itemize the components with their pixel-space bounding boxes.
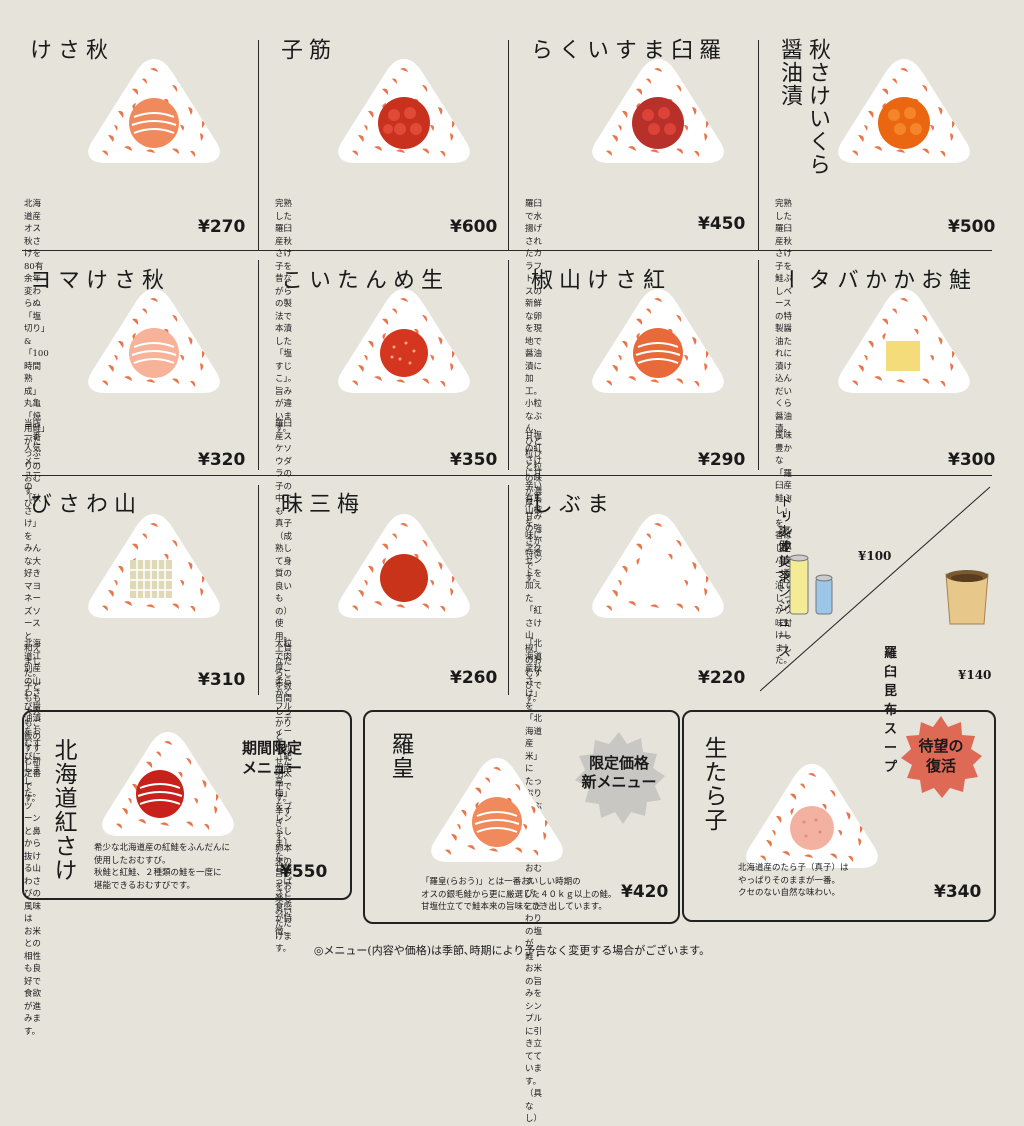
item-desc: 完熟した羅臼産秋さけ子を 昔ながらの製法で本漬した「塩すじこ」。 旨みが違います…: [275, 199, 297, 434]
soup-name: 羅臼昆布スープ: [884, 646, 898, 775]
starburst-red-icon: [901, 716, 982, 798]
drinks-item: ・オレンジジュース: [778, 525, 792, 660]
item-price: ¥420: [621, 882, 669, 902]
item-name: 生たら子: [700, 736, 726, 832]
item-price: ¥500: [948, 217, 996, 237]
item-name: 鮭おかかバター: [777, 268, 970, 291]
item-name: 筋子: [277, 38, 330, 61]
item-desc: 北海道江別産の山わさび醤油漬をおむすびにしました。 ツーンと鼻から抜ける山わさび…: [24, 639, 42, 1037]
item-desc: 当店一番人気メニューの「秋さけ」を みんな大好きマヨネーズソースと 和えました。…: [24, 419, 42, 804]
item-name: 秋さけいくら醤油漬: [777, 38, 830, 176]
soup-price: ¥140: [958, 668, 992, 682]
special-tag: 待望の 復活: [918, 737, 964, 775]
onigiri-ume-icon: [334, 510, 474, 620]
item-price: ¥340: [934, 882, 982, 902]
item-desc: 甘塩の紅さけに甘辛い有馬山椒を。 味にアクセントを加えた 「紅さけ山椒」のおむす…: [525, 431, 543, 704]
item-price: ¥310: [198, 670, 246, 690]
drinks-title: ドリンク: [780, 495, 794, 555]
item-name: 秋さけ: [26, 38, 107, 61]
onigiri-mayo-icon: [84, 285, 224, 395]
item-desc: 北海道産オス秋さけを80有余年 変わらぬ「塩切り」&「100時間熟成」 丸亀「焼…: [24, 199, 49, 509]
item-price: ¥220: [698, 668, 746, 688]
item-name: 北海道紅さけ: [50, 738, 76, 882]
onigiri-mabushi-icon: [588, 510, 728, 620]
onigiri-wasabi-icon: [84, 510, 224, 620]
footer-note: ◎メニュー(内容や価格)は季節､時期により予告なく変更する場合がございます。: [313, 944, 711, 957]
item-price: ¥450: [698, 214, 746, 234]
item-price: ¥320: [198, 450, 246, 470]
onigiri-tarako-icon: [742, 760, 882, 870]
onigiri-akisake-icon: [84, 55, 224, 165]
special-box-raou: 羅皇 限定価格 新メニュー 「羅皇(らおう)」とは一番おいしい時期の オスの銀毛…: [363, 710, 680, 924]
drinks-price: ¥100: [858, 549, 892, 563]
item-name: 生めんたいこ: [277, 268, 442, 291]
item-price: ¥350: [450, 450, 498, 470]
item-price: ¥600: [450, 217, 498, 237]
item-desc: 希少な北海道産の紅鮭をふんだんに 使用したおむすび。 秋鮭と紅鮭、２種類の鮭を一…: [94, 843, 231, 891]
onigiri-mentaiko-icon: [334, 285, 474, 395]
item-name: 梅三昧: [277, 492, 358, 515]
soup-cup-icon: [945, 570, 989, 625]
special-box-benisake: 北海道紅さけ 期間限定 メニュー 希少な北海道産の紅鮭をふんだんに 使用したおむ…: [22, 710, 352, 900]
item-desc: 北海道産のたら子（真子）は やっぱりそのままが一番。 クセのない自然な味わい。: [738, 863, 849, 898]
item-desc: 羅臼産スケソウダラの子の中でも 真子（成熟して身質の良いもの）使用。 上質なたら…: [275, 419, 293, 954]
item-desc: 「羅皇(らおう)」とは一番おいしい時期の オスの銀毛鮭から更に厳選した４０ｋｇ以…: [421, 877, 617, 912]
special-tag: 限定価格 新メニュー: [581, 754, 657, 791]
item-desc: 大粒で肉厚、柔らかくフルーティーな 「紀州南高梅」をブレンドしました。 甘酸っぱ…: [275, 639, 293, 937]
item-name: 山わさび: [26, 492, 135, 515]
onigiri-masuikura-icon: [588, 55, 728, 165]
item-price: ¥260: [450, 668, 498, 688]
onigiri-hokkaido-benisake-icon: [98, 728, 238, 838]
drink-cans-icon: [789, 554, 833, 615]
item-name: 羅皇: [387, 732, 413, 780]
item-desc: 風味豊かな「羅臼産鮭ぶし」を 香ばしいバター醤油で しっかり味付けしました。: [775, 431, 793, 666]
item-desc: 羅臼で水揚げされたカラフトマスの 新鮮な卵を現地で醤油漬に加工。 小粒なぶん、ひ…: [525, 199, 543, 584]
onigiri-butter-icon: [834, 285, 974, 395]
item-price: ¥290: [698, 450, 746, 470]
drinks-item: ・爽健美茶: [778, 510, 792, 585]
item-name: 羅臼ますいくら: [527, 38, 720, 61]
onigiri-raou-icon: [427, 754, 567, 864]
item-price: ¥300: [948, 450, 996, 470]
special-tag: 期間限定 メニュー: [242, 739, 303, 777]
starburst-gray-icon: [575, 732, 665, 824]
onigiri-sujiko-icon: [334, 55, 474, 165]
item-name: 紅さけ山椒: [527, 268, 664, 291]
item-desc: 完熟した羅臼産秋さけ子を 鮭ぶしベースの特製醤油たれに 漬け込んだいくら醤油漬。: [775, 199, 793, 434]
onigiri-benisake-icon: [588, 285, 728, 395]
item-price: ¥550: [280, 862, 328, 882]
item-price: ¥270: [198, 217, 246, 237]
onigiri-ikura-icon: [834, 55, 974, 165]
item-name: 秋さけマヨ: [26, 268, 163, 291]
item-name: まぶし: [527, 492, 608, 515]
special-box-tarako: 生たら子 待望の 復活 北海道産のたら子（真子）は やっぱりそのままが一番。 ク…: [682, 710, 996, 922]
